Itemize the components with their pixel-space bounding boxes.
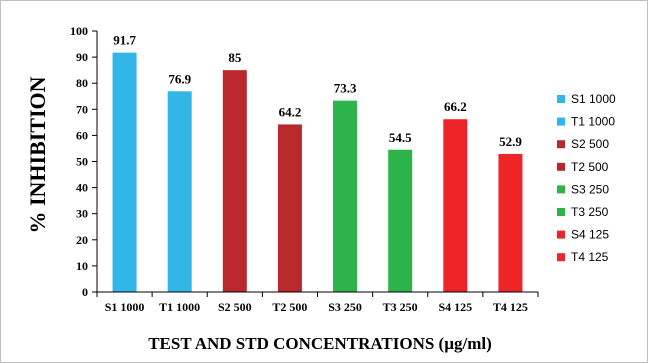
bar-value-label: 54.5 [389, 130, 412, 145]
y-tick-label: 100 [70, 24, 88, 38]
legend-label: S2 500 [571, 137, 609, 151]
bar [277, 124, 302, 292]
x-tick-label: T1 1000 [159, 300, 200, 314]
legend-label: T3 250 [571, 205, 609, 219]
y-tick-label: 90 [76, 50, 88, 64]
legend-swatch [557, 117, 565, 126]
bar-value-label: 73.3 [334, 81, 357, 96]
y-tick-label: 40 [76, 181, 88, 195]
y-tick-label: 60 [76, 128, 88, 142]
legend-label: T1 1000 [571, 115, 615, 129]
legend-swatch [557, 208, 565, 216]
legend-swatch [557, 95, 565, 103]
legend-label: T2 500 [571, 160, 609, 174]
x-tick-label: T3 250 [383, 300, 418, 314]
bar-value-label: 91.7 [113, 33, 136, 48]
y-tick-label: 0 [82, 285, 88, 299]
bar [498, 153, 523, 292]
legend-swatch [557, 185, 565, 194]
legend: S1 1000 T1 1000 S2 500 T2 500 S3 250 T3 250 S4… [557, 92, 616, 264]
y-tick-label: 70 [76, 102, 88, 116]
bar-value-label: 85 [228, 50, 242, 65]
x-tick-label: S2 500 [218, 300, 252, 314]
y-tick-label: 10 [76, 259, 88, 273]
x-axis-ticks: S1 1000 T1 1000 S2 500 T2 500 S3 250 T3 250 S4… [96, 292, 539, 314]
legend-swatch [557, 162, 565, 171]
legend-label: S3 250 [571, 182, 609, 196]
x-tick-label: T4 125 [493, 300, 528, 314]
legend-swatch [557, 253, 565, 262]
x-tick-label: S3 250 [328, 300, 362, 314]
bar-value-label: 66.2 [444, 99, 467, 114]
y-tick-label: 20 [76, 233, 88, 247]
x-tick-label: S1 1000 [105, 300, 145, 314]
bar [222, 70, 247, 293]
bar-series [112, 52, 523, 293]
bar-value-label: 52.9 [499, 134, 522, 149]
legend-label: S4 125 [571, 228, 609, 242]
y-tick-label: 30 [76, 207, 88, 221]
bar [333, 100, 358, 292]
legend-label: S1 1000 [571, 92, 616, 106]
bar [167, 91, 192, 292]
bar-value-label: 76.9 [168, 71, 191, 86]
y-axis-ticks: 0 10 20 30 40 50 60 70 80 90 100 [70, 24, 97, 299]
legend-swatch [557, 230, 565, 239]
legend-swatch [557, 140, 565, 149]
x-tick-label: S4 125 [438, 300, 472, 314]
y-axis-title: % INHIBITION [25, 76, 50, 233]
y-tick-label: 50 [76, 155, 88, 169]
bar-value-label: 64.2 [279, 104, 302, 119]
x-axis-title: TEST AND STD CONCENTRATIONS (µg/ml) [148, 334, 492, 353]
legend-label: T4 125 [571, 250, 609, 264]
y-tick-label: 80 [76, 76, 88, 90]
bar [443, 119, 468, 292]
bar [112, 52, 137, 293]
data-labels: 91.7 76.9 85 64.2 73.3 54.5 66.2 52.9 [113, 33, 522, 149]
x-tick-label: T2 500 [272, 300, 307, 314]
bar [388, 149, 413, 292]
